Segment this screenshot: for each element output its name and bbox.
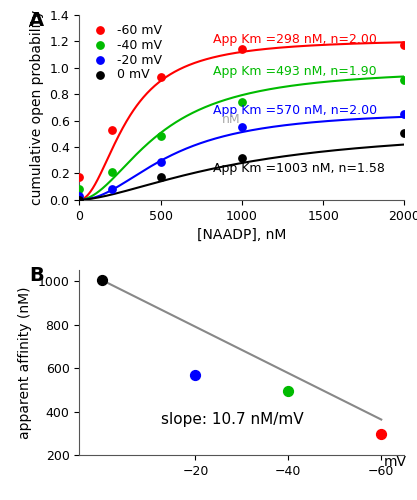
Y-axis label: apparent affinity (nM): apparent affinity (nM) [18, 286, 32, 439]
Point [108, 186, 115, 194]
Text: App Km =570 nM, n=2.00: App Km =570 nM, n=2.00 [213, 104, 377, 117]
Point [108, 126, 115, 134]
Text: nM: nM [221, 114, 240, 126]
Point [401, 42, 408, 50]
Point [76, 192, 83, 200]
Point [108, 168, 115, 176]
Point [157, 158, 164, 166]
Text: App Km =493 nM, n=1.90: App Km =493 nM, n=1.90 [213, 64, 376, 78]
Point [76, 196, 83, 204]
Point [401, 110, 408, 118]
Point [239, 98, 245, 106]
Point [99, 276, 106, 284]
Point [239, 123, 245, 131]
Point [239, 46, 245, 54]
Point [192, 370, 199, 378]
Point [157, 132, 164, 140]
Point [285, 388, 291, 396]
X-axis label: [NAADP], nM: [NAADP], nM [197, 228, 286, 242]
Point [76, 174, 83, 182]
Text: B: B [29, 266, 43, 285]
Point [157, 174, 164, 182]
Point [239, 154, 245, 162]
Text: App Km =298 nM, n=2.00: App Km =298 nM, n=2.00 [213, 33, 377, 46]
Text: mV: mV [384, 455, 407, 469]
Point [401, 76, 408, 84]
Text: A: A [29, 12, 44, 30]
Legend: -60 mV, -40 mV, -20 mV, 0 mV: -60 mV, -40 mV, -20 mV, 0 mV [85, 21, 164, 84]
Text: App Km =1003 nM, n=1.58: App Km =1003 nM, n=1.58 [213, 162, 384, 175]
Point [157, 73, 164, 81]
Point [76, 186, 83, 194]
Point [401, 128, 408, 136]
Y-axis label: cumulative open probability: cumulative open probability [30, 10, 44, 205]
Text: slope: 10.7 nM/mV: slope: 10.7 nM/mV [161, 412, 304, 426]
Point [378, 430, 384, 438]
